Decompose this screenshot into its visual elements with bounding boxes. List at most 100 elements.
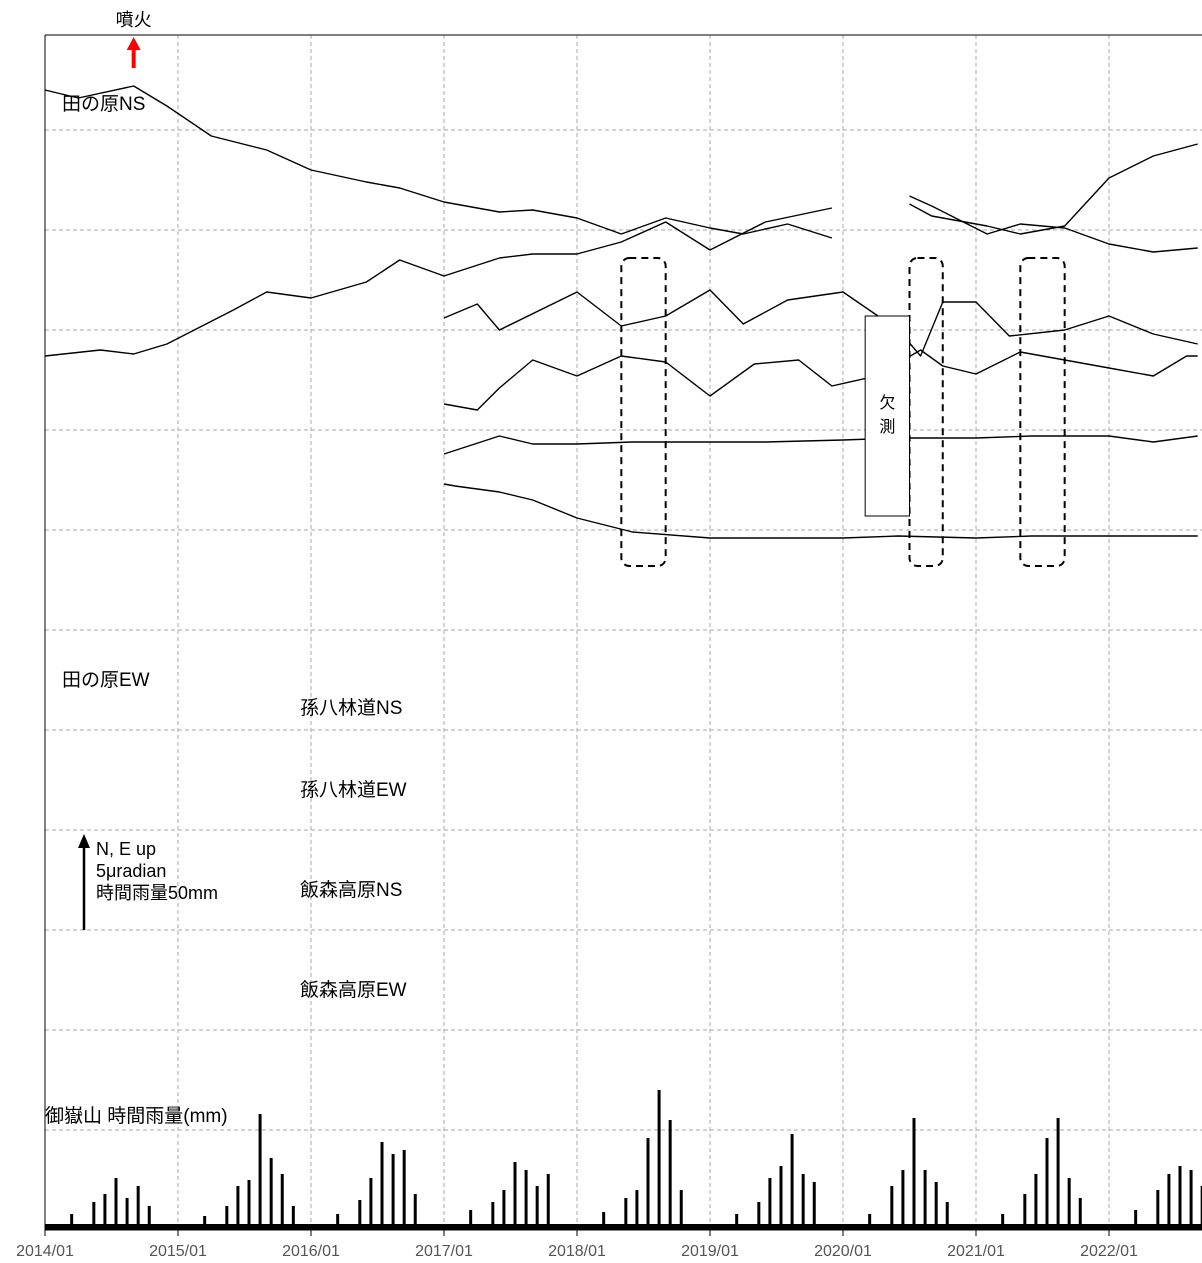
- rain-bar: [668, 1120, 672, 1230]
- rain-bar: [912, 1118, 916, 1230]
- series-label-3: 孫八林道NS: [300, 697, 402, 719]
- rain-bar: [369, 1178, 373, 1230]
- scale-label-2: 5μradian: [96, 861, 166, 881]
- rain-bar: [901, 1170, 905, 1230]
- rain-bar: [868, 1214, 872, 1230]
- rain-bar: [1034, 1174, 1038, 1230]
- eruption-arrow-icon: [126, 37, 141, 50]
- rain-bar: [934, 1182, 938, 1230]
- rain-bar: [679, 1190, 683, 1230]
- series-line-3: [443, 289, 1198, 357]
- rain-bar: [1056, 1118, 1060, 1230]
- rain-bar: [635, 1190, 639, 1230]
- x-tick-label: 2021/01: [947, 1243, 1005, 1260]
- plot-frame: [44, 34, 1202, 1236]
- highlight-box-1: [620, 257, 667, 567]
- highlight-box-2: [908, 257, 944, 567]
- x-tick-label: 2015/01: [149, 1243, 207, 1260]
- rain-bar: [269, 1158, 273, 1230]
- rain-bar: [103, 1194, 107, 1230]
- series-line-6: [443, 483, 1198, 539]
- rain-bar: [391, 1154, 395, 1230]
- series-labels: 田の原NS 田の原EW 孫八林道NS 孫八林道EW 飯森高原NS 飯森高原EW 御嶽山 時間…: [45, 94, 407, 1127]
- series-label-5: 飯森高原NS: [300, 879, 402, 901]
- rain-bar: [1001, 1214, 1005, 1230]
- x-tick-label: 2014/01: [16, 1243, 74, 1260]
- scale-label-1: N, E up: [96, 839, 156, 859]
- rain-bar: [524, 1170, 528, 1230]
- rain-bar: [203, 1216, 207, 1230]
- missing-label: 欠: [879, 394, 895, 412]
- rain-bar: [236, 1186, 240, 1230]
- eruption-marker: 噴火: [116, 10, 152, 68]
- rain-bar: [1167, 1174, 1171, 1230]
- rain-bar: [70, 1214, 74, 1230]
- scale-label-3: 時間雨量50mm: [96, 883, 218, 903]
- rain-bar: [469, 1210, 473, 1230]
- rainfall-bars: [45, 1090, 1202, 1230]
- rain-bar: [513, 1162, 517, 1230]
- rain-bar: [247, 1180, 251, 1230]
- rain-bar: [136, 1186, 140, 1230]
- rain-bar: [336, 1214, 340, 1230]
- series-label-2: 田の原EW: [62, 670, 150, 691]
- rain-bar: [757, 1202, 761, 1230]
- series-label-7: 御嶽山 時間雨量(mm): [45, 1105, 228, 1127]
- x-tick-label: 2020/01: [814, 1243, 872, 1260]
- missing-data-box: 欠測: [864, 315, 911, 517]
- rain-bar: [1134, 1210, 1138, 1230]
- rain-bar: [1156, 1190, 1160, 1230]
- rain-bar: [1067, 1178, 1071, 1230]
- rain-bar: [358, 1200, 362, 1230]
- scale-arrow-icon: [78, 834, 90, 848]
- rain-bar: [790, 1134, 794, 1230]
- rain-baseline: [45, 1224, 1202, 1230]
- rain-bar: [890, 1186, 894, 1230]
- series-label-6: 飯森高原EW: [300, 979, 407, 1001]
- rain-bar: [1023, 1194, 1027, 1230]
- series-line-4: [443, 349, 1198, 411]
- x-tick-label: 2022/01: [1080, 1243, 1138, 1260]
- x-tick-label: 2018/01: [548, 1243, 606, 1260]
- rain-bar: [735, 1214, 739, 1230]
- rain-bar: [535, 1186, 539, 1230]
- rain-bar: [602, 1212, 606, 1230]
- rain-bar: [646, 1138, 650, 1230]
- grid: [45, 35, 1202, 1230]
- x-tick-label: 2016/01: [282, 1243, 340, 1260]
- missing-label: 測: [879, 418, 895, 436]
- missing-box: [864, 315, 911, 517]
- rain-bar: [812, 1182, 816, 1230]
- rain-bar: [1045, 1138, 1049, 1230]
- rain-bar: [258, 1114, 262, 1230]
- rain-bar: [624, 1198, 628, 1230]
- eruption-label: 噴火: [116, 10, 152, 30]
- rain-bar: [1078, 1198, 1082, 1230]
- series-line-2: [44, 143, 1198, 357]
- rain-bar: [779, 1166, 783, 1230]
- rain-bar: [402, 1150, 406, 1230]
- rain-bar: [546, 1174, 550, 1230]
- rain-bar: [491, 1202, 495, 1230]
- rain-bar: [413, 1194, 417, 1230]
- rain-bar: [1178, 1166, 1182, 1230]
- rain-bar: [657, 1090, 661, 1230]
- series-line-5: [443, 435, 1198, 455]
- rain-bar: [1189, 1170, 1193, 1230]
- rain-bar: [280, 1174, 284, 1230]
- series-group: [44, 85, 1198, 539]
- series-label-1: 田の原NS: [62, 94, 145, 115]
- rain-bar: [291, 1206, 295, 1230]
- rain-bar: [801, 1174, 805, 1230]
- rain-bar: [114, 1178, 118, 1230]
- rain-bar: [380, 1142, 384, 1230]
- rain-bar: [923, 1170, 927, 1230]
- rain-bar: [147, 1206, 151, 1230]
- series-label-4: 孫八林道EW: [300, 779, 407, 801]
- x-tick-label: 2019/01: [681, 1243, 739, 1260]
- highlight-box-3: [1019, 257, 1066, 567]
- rain-bar: [125, 1198, 129, 1230]
- x-tick-label: 2017/01: [415, 1243, 473, 1260]
